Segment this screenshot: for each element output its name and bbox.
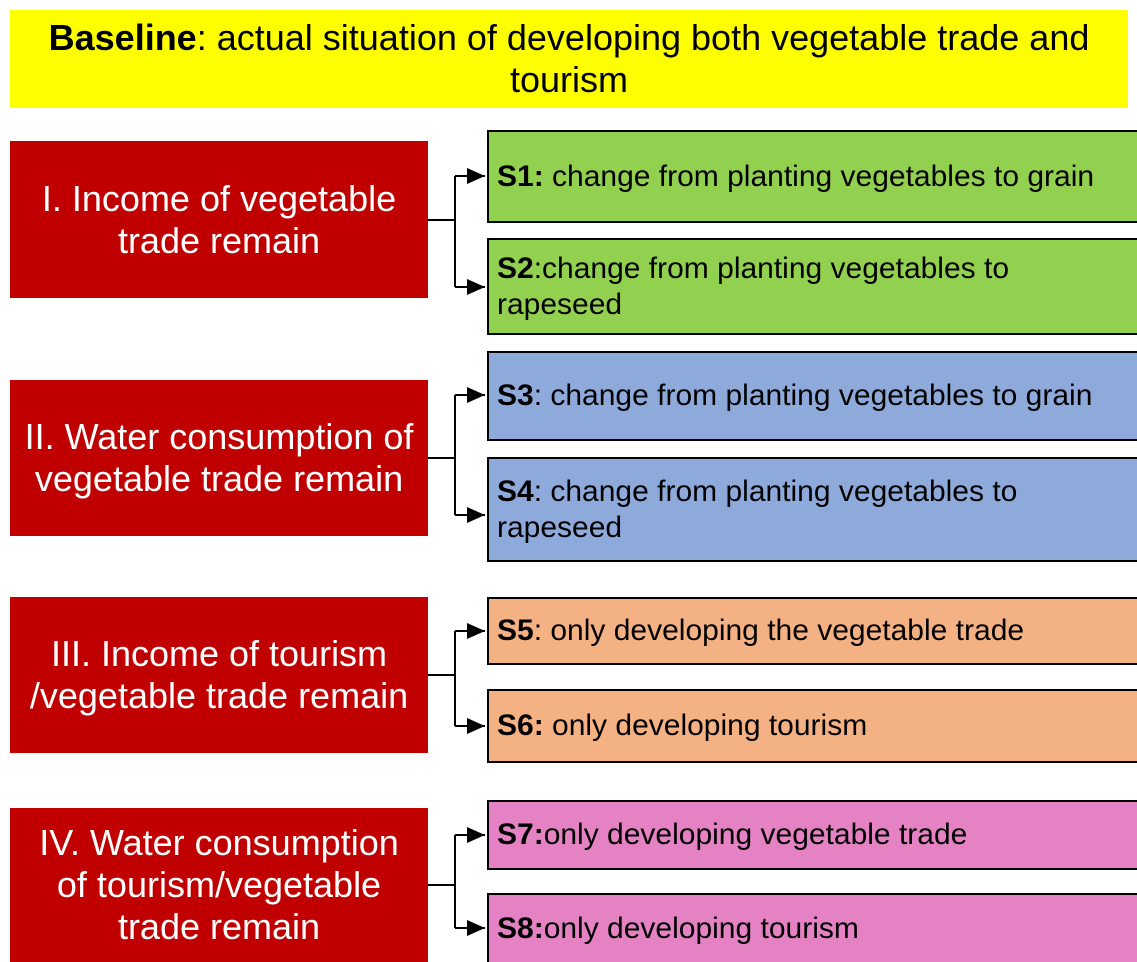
scenario-box: S6: only developing tourism	[487, 689, 1137, 763]
group-label: III. Income of tourism /vegetable trade …	[29, 633, 409, 716]
scenario-desc: : change from planting vegetables to rap…	[497, 474, 1018, 544]
scenario-desc: only developing tourism	[543, 709, 868, 742]
group-label: I. Income of vegetable trade remain	[41, 177, 397, 261]
connector-1	[428, 168, 485, 295]
baseline-header: Baseline: actual situation of developing…	[10, 10, 1128, 108]
connector-3	[428, 623, 485, 734]
scenario-text: S2:change from planting vegetables to ra…	[497, 251, 1129, 323]
connector-4	[428, 827, 485, 936]
scenario-desc: only developing vegetable trade	[543, 818, 968, 851]
scenario-desc: change from planting vegetables to grain	[543, 159, 1095, 193]
scenario-box: S2:change from planting vegetables to ra…	[487, 238, 1137, 335]
scenario-desc: :change from planting vegetables to rape…	[497, 251, 1010, 321]
scenario-id: S1:	[497, 159, 544, 193]
scenario-text: S1: change from planting vegetables to g…	[497, 159, 1094, 195]
scenario-box: S5: only developing the vegetable trade	[487, 597, 1137, 665]
scenario-text: S5: only developing the vegetable trade	[497, 613, 1024, 649]
scenario-box: S4: change from planting vegetables to r…	[487, 457, 1137, 562]
scenario-box: S3: change from planting vegetables to g…	[487, 351, 1137, 441]
group-box: I. Income of vegetable trade remain	[10, 141, 428, 298]
header-body: : actual situation of developing both ve…	[196, 17, 1090, 100]
scenario-desc: : only developing the vegetable trade	[533, 614, 1025, 647]
group-label: IV. Water consumption of tourism/vegetab…	[39, 822, 399, 947]
group-label: II. Water consumption of vegetable trade…	[24, 416, 414, 499]
scenario-text: S3: change from planting vegetables to g…	[497, 378, 1092, 414]
scenario-id: S2	[497, 251, 534, 285]
group-box: III. Income of tourism /vegetable trade …	[10, 597, 428, 753]
scenario-text: S8:only developing tourism	[497, 911, 859, 947]
header-bold: Baseline	[48, 17, 197, 58]
group-box: II. Water consumption of vegetable trade…	[10, 380, 428, 536]
scenario-box: S1: change from planting vegetables to g…	[487, 130, 1137, 223]
scenario-id: S3	[497, 379, 534, 412]
scenario-text: S6: only developing tourism	[497, 708, 867, 744]
scenario-id: S4	[497, 474, 534, 508]
scenario-id: S5	[497, 614, 534, 647]
scenario-desc: only developing tourism	[543, 911, 859, 945]
scenario-box: S7:only developing vegetable trade	[487, 800, 1137, 870]
scenario-text: S7:only developing vegetable trade	[497, 817, 967, 853]
scenario-id: S7:	[497, 818, 544, 851]
header-text: Baseline: actual situation of developing…	[40, 17, 1098, 101]
scenario-box: S8:only developing tourism	[487, 893, 1137, 962]
connector-2	[428, 387, 485, 523]
scenario-desc: : change from planting vegetables to gra…	[533, 379, 1093, 412]
scenario-text: S4: change from planting vegetables to r…	[497, 474, 1129, 546]
scenario-id: S6:	[497, 709, 544, 742]
group-box: IV. Water consumption of tourism/vegetab…	[10, 808, 428, 962]
scenario-id: S8:	[497, 911, 544, 945]
